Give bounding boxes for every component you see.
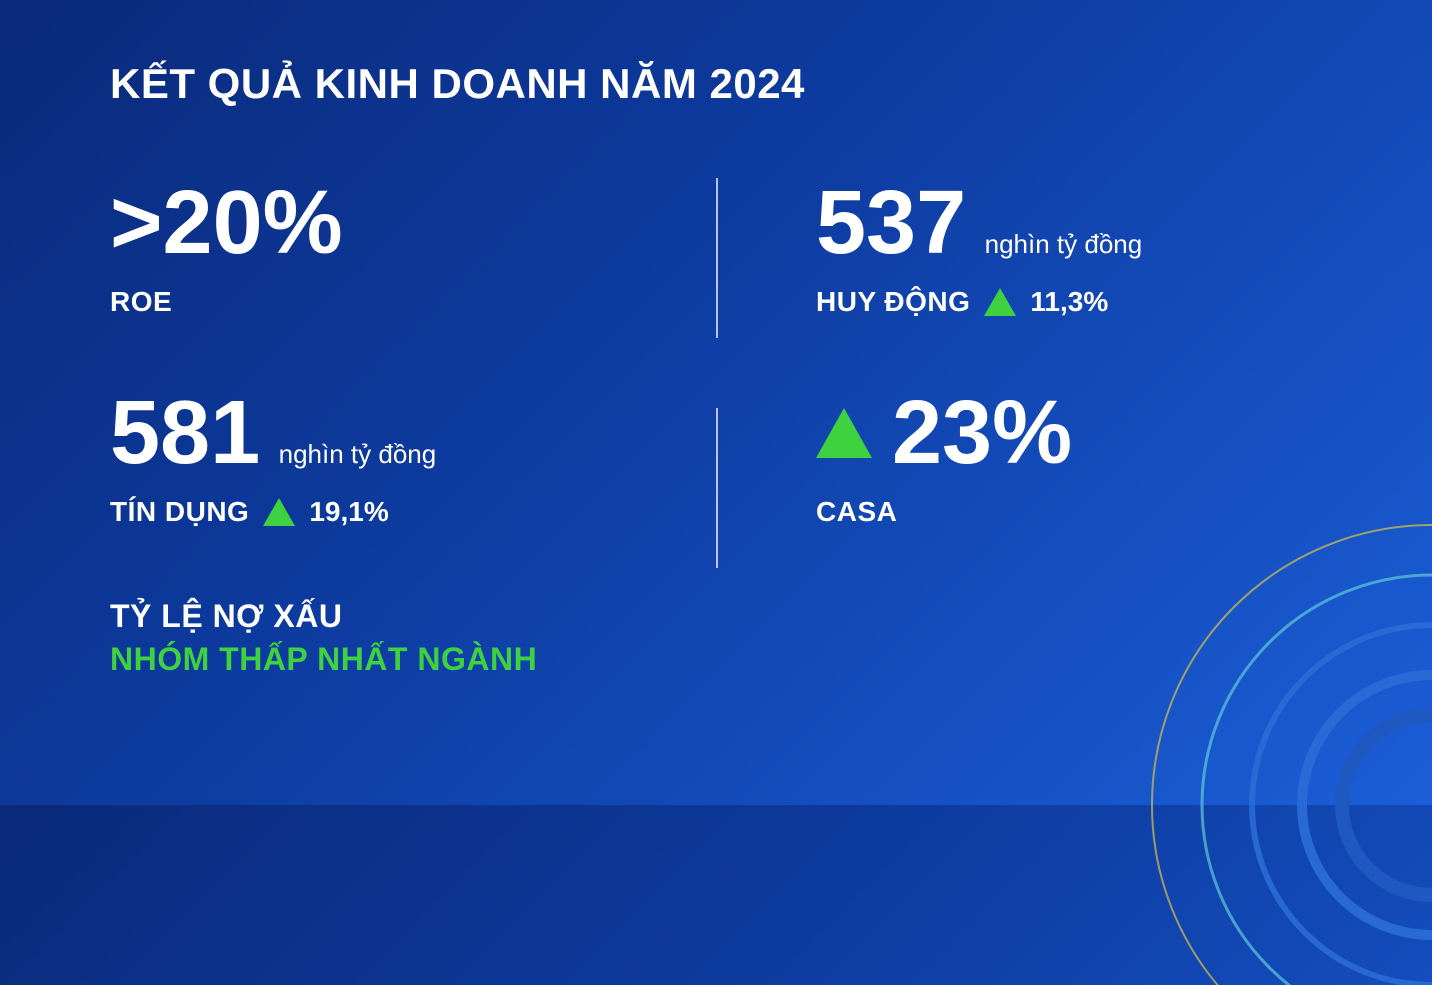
tindung-change: 19,1%: [309, 496, 388, 528]
footer-block: TỶ LỆ NỢ XẤU NHÓM THẤP NHẤT NGÀNH: [110, 598, 1322, 678]
huydong-label: HUY ĐỘNG: [816, 286, 970, 318]
footer-line1: TỶ LỆ NỢ XẤU: [110, 598, 1322, 635]
vertical-divider: [716, 408, 718, 568]
metric-huydong: 537 nghìn tỷ đồng HUY ĐỘNG 11,3%: [716, 178, 1322, 318]
metric-roe: >20% ROE: [110, 178, 716, 318]
infographic-container: KẾT QUẢ KINH DOANH NĂM 2024 >20% ROE 537…: [0, 0, 1432, 718]
triangle-up-icon: [263, 498, 295, 526]
metric-tindung: 581 nghìn tỷ đồng TÍN DỤNG 19,1%: [110, 388, 716, 528]
roe-label: ROE: [110, 286, 172, 318]
casa-value: 23%: [892, 388, 1072, 478]
tindung-unit: nghìn tỷ đồng: [279, 439, 437, 470]
footer-line2: NHÓM THẤP NHẤT NGÀNH: [110, 641, 1322, 678]
vertical-divider: [716, 178, 718, 338]
roe-value: >20%: [110, 178, 343, 268]
huydong-unit: nghìn tỷ đồng: [985, 229, 1143, 260]
huydong-value: 537: [816, 178, 966, 268]
page-title: KẾT QUẢ KINH DOANH NĂM 2024: [110, 60, 1322, 108]
tindung-value: 581: [110, 388, 260, 478]
triangle-up-icon: [984, 288, 1016, 316]
casa-label: CASA: [816, 496, 897, 528]
metrics-grid: >20% ROE 537 nghìn tỷ đồng HUY ĐỘNG 11,3…: [110, 178, 1322, 528]
metric-casa: 23% CASA: [716, 388, 1322, 528]
huydong-change: 11,3%: [1030, 286, 1108, 318]
triangle-up-icon: [816, 408, 872, 458]
tindung-label: TÍN DỤNG: [110, 496, 249, 528]
